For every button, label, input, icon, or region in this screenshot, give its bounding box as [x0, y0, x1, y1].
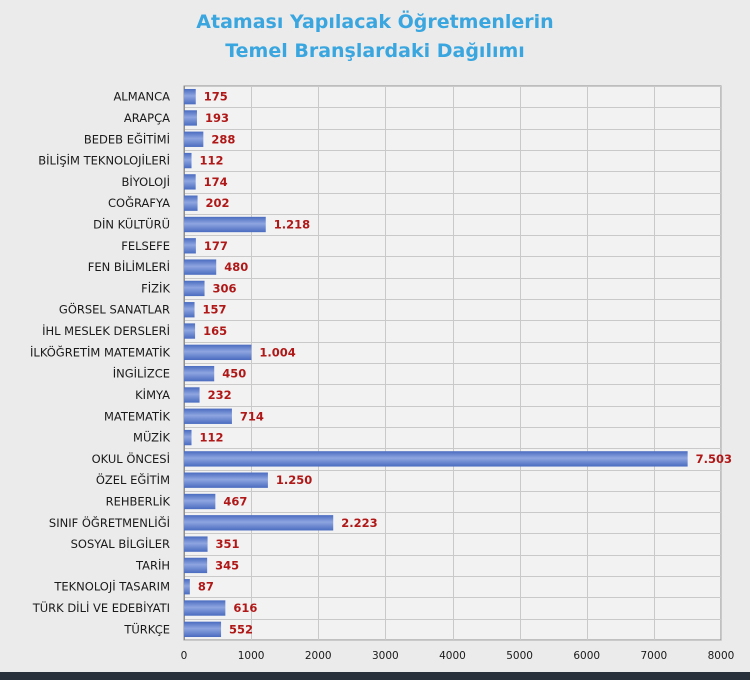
- category-label: REHBERLİK: [106, 494, 171, 509]
- bar: [184, 557, 208, 574]
- category-label: TARİH: [135, 557, 170, 572]
- value-label: 345: [215, 558, 239, 572]
- bar: [184, 408, 232, 424]
- value-label: 165: [203, 324, 227, 338]
- category-label: MATEMATİK: [104, 408, 170, 423]
- value-label: 87: [198, 580, 214, 594]
- value-label: 175: [204, 90, 228, 104]
- chart-title-line-2: Temel Branşlardaki Dağılımı: [225, 40, 525, 62]
- bar: [184, 88, 196, 105]
- category-label: ALMANCA: [113, 90, 170, 104]
- category-label: DİN KÜLTÜRÜ: [93, 216, 170, 232]
- value-label: 616: [233, 601, 257, 615]
- bar: [184, 110, 197, 126]
- x-tick-label: 3000: [372, 650, 399, 662]
- x-tick-label: 1000: [238, 650, 265, 662]
- category-label: İHL MESLEK DERSLERİ: [42, 323, 170, 338]
- value-label: 450: [222, 367, 246, 381]
- bar: [184, 174, 196, 190]
- value-label: 552: [229, 622, 253, 636]
- bar: [184, 472, 268, 488]
- x-tick-label: 8000: [708, 650, 735, 662]
- value-label: 467: [223, 495, 247, 509]
- value-label: 2.223: [341, 516, 377, 530]
- category-label: İLKÖĞRETİM MATEMATİK: [30, 343, 170, 359]
- category-label: FEN BİLİMLERİ: [88, 259, 170, 274]
- category-label: ÖZEL EĞİTİM: [96, 471, 170, 487]
- category-label: OKUL ÖNCESİ: [92, 450, 170, 466]
- value-label: 232: [208, 388, 232, 402]
- category-label: TEKNOLOJİ TASARIM: [53, 579, 170, 594]
- x-tick-label: 2000: [305, 650, 332, 662]
- x-tick-label: 7000: [641, 650, 668, 662]
- x-tick-label: 4000: [439, 650, 466, 662]
- value-label: 351: [216, 537, 240, 551]
- value-label: 480: [224, 260, 248, 274]
- value-label: 1.250: [276, 473, 312, 487]
- chart-title: Ataması Yapılacak Öğretmenlerin Temel Br…: [0, 8, 750, 66]
- value-label: 288: [211, 132, 235, 146]
- value-label: 7.503: [696, 452, 732, 466]
- bar: [184, 344, 252, 361]
- category-label: İNGİLİZCE: [113, 366, 170, 381]
- category-label: SOSYAL BİLGİLER: [71, 536, 170, 551]
- value-label: 177: [204, 239, 228, 253]
- category-label: MÜZİK: [133, 429, 170, 445]
- bar: [184, 302, 195, 318]
- category-label: BİLİŞİM TEKNOLOJİLERİ: [38, 153, 170, 168]
- x-tick-label: 5000: [506, 650, 533, 662]
- value-label: 306: [213, 281, 237, 295]
- bar: [184, 280, 205, 297]
- bar: [184, 515, 334, 531]
- bar: [184, 131, 204, 147]
- bar: [184, 429, 192, 446]
- value-label: 157: [203, 303, 227, 317]
- category-label: FİZİK: [141, 280, 170, 295]
- value-label: 1.004: [259, 345, 295, 359]
- bar: [184, 579, 190, 595]
- value-label: 174: [204, 175, 228, 189]
- bar: [184, 536, 208, 552]
- x-tick-label: 6000: [573, 650, 600, 662]
- bar: [184, 238, 196, 254]
- bar: [184, 365, 215, 382]
- bar: [184, 387, 200, 403]
- bar: [184, 195, 198, 211]
- bar: [184, 621, 222, 638]
- category-label: BİYOLOJİ: [121, 174, 170, 189]
- category-label: ARAPÇA: [124, 111, 170, 125]
- category-label: FELSEFE: [121, 239, 170, 253]
- category-label: BEDEB EĞİTİMİ: [84, 131, 170, 146]
- chart-title-line-1: Ataması Yapılacak Öğretmenlerin: [196, 11, 554, 33]
- value-label: 1.218: [274, 218, 310, 232]
- category-label: GÖRSEL SANATLAR: [59, 301, 170, 317]
- bar: [184, 451, 688, 467]
- value-label: 112: [200, 154, 224, 168]
- bar: [184, 323, 196, 339]
- category-label: KİMYA: [135, 387, 170, 402]
- category-label: TÜRK DİLİ VE EDEBİYATI: [32, 599, 170, 615]
- value-label: 202: [206, 196, 230, 210]
- category-label: TÜRKÇE: [123, 620, 170, 636]
- bar: [184, 259, 217, 275]
- bar: [184, 600, 226, 616]
- bottom-strip: [0, 672, 750, 680]
- category-label: SINIF ÖĞRETMENLİĞİ: [49, 514, 170, 530]
- value-label: 112: [200, 431, 224, 445]
- category-label: COĞRAFYA: [108, 195, 170, 210]
- bar: [184, 493, 216, 510]
- value-label: 193: [205, 111, 229, 125]
- x-tick-label: 0: [181, 650, 188, 662]
- bar: [184, 152, 192, 169]
- bar: [184, 216, 266, 233]
- value-label: 714: [240, 409, 264, 423]
